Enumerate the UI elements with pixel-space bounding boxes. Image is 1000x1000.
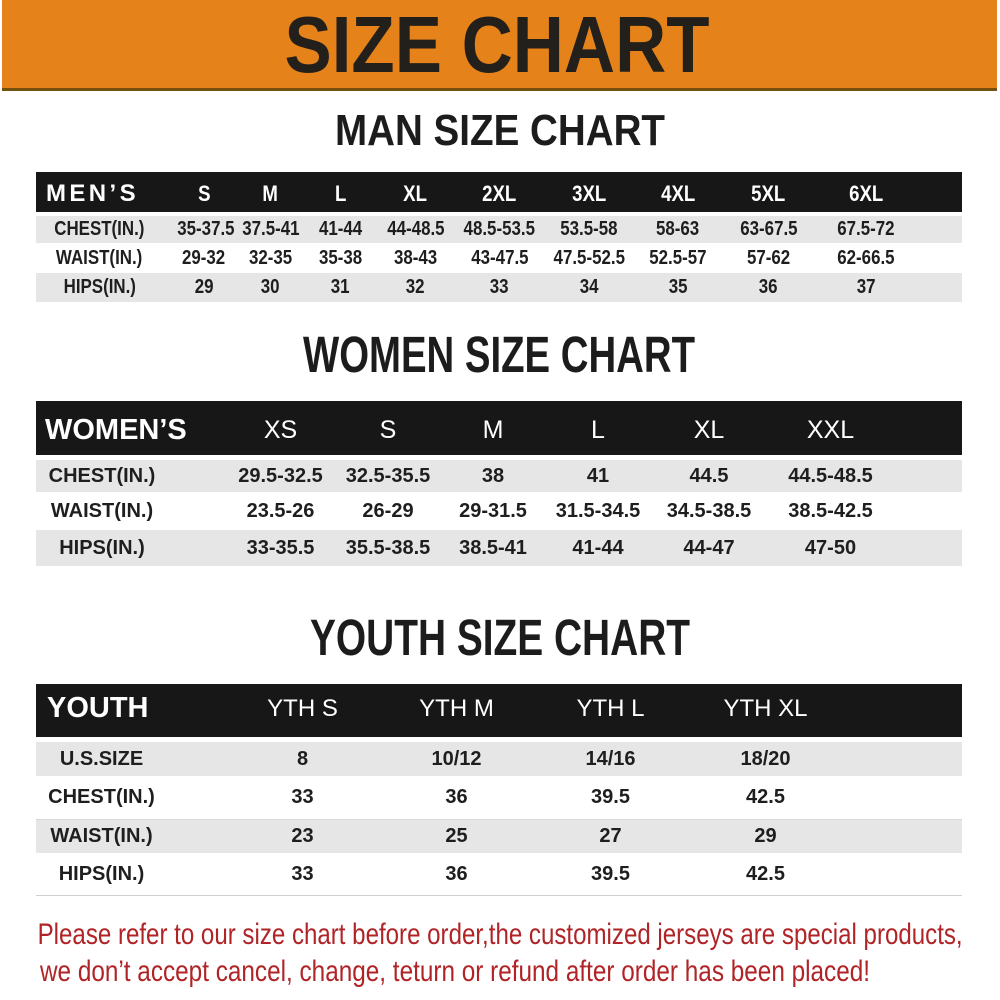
svg-text:SIZE CHART: SIZE CHART (285, 0, 710, 89)
svg-text:WOMEN SIZE CHART: WOMEN SIZE CHART (303, 326, 695, 383)
svg-text:YOUTH SIZE CHART: YOUTH SIZE CHART (310, 609, 690, 666)
svg-text:MAN SIZE CHART: MAN SIZE CHART (335, 106, 665, 155)
